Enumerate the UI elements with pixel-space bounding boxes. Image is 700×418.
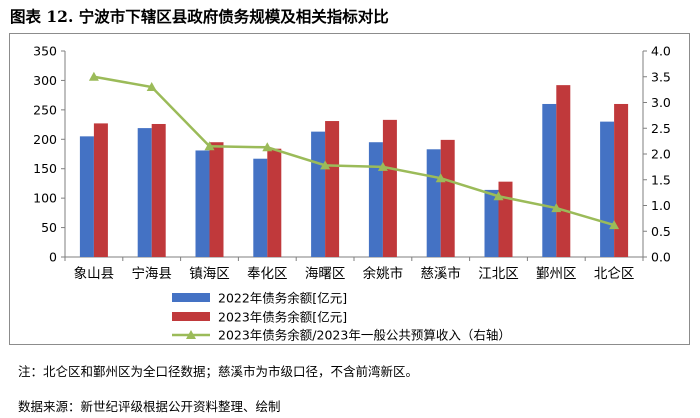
x-category-label: 北仑区 (594, 266, 635, 282)
legend-label-ratio: 2023年债务余额/2023年一般公共预算收入（右轴） (218, 328, 511, 343)
legend-label-2023: 2023年债务余额[亿元] (218, 310, 347, 325)
right-tick-label: 1.0 (651, 198, 671, 213)
bar-2022 (79, 136, 94, 257)
legend-label-2022: 2022年债务余额[亿元] (218, 291, 347, 306)
right-tick-label: 3.0 (651, 95, 671, 110)
footnote: 注：北仑区和鄞州区为全口径数据；慈溪市为市级口径，不含前湾新区。 (18, 364, 419, 379)
ratio-point-marker (493, 191, 504, 201)
left-tick-label: 350 (33, 44, 57, 59)
bar-2022 (542, 103, 557, 257)
right-tick-label: 0.5 (651, 224, 671, 239)
bar-2023 (325, 121, 340, 257)
bar-2023 (209, 142, 224, 257)
bar-2023 (556, 85, 571, 257)
right-tick-label: 2.0 (651, 147, 671, 162)
bar-2023 (93, 123, 108, 257)
x-category-label: 江北区 (478, 266, 519, 282)
ratio-point-marker (377, 161, 388, 171)
left-tick-label: 100 (33, 191, 57, 206)
ratio-point-marker (88, 71, 99, 81)
x-category-label: 余姚市 (363, 265, 404, 282)
axes-layer: 0 50 100 150 200 250 300 350 0.0 0.5 1.0 1.5 2.0 2.5 3… (33, 44, 671, 283)
line-series-layer (88, 71, 620, 230)
bar-2023 (267, 148, 282, 257)
right-tick-label: 3.5 (651, 69, 671, 84)
ratio-point-marker (551, 203, 562, 213)
ratio-line (93, 75, 615, 227)
bar-2022 (484, 189, 499, 257)
bar-2022 (600, 121, 615, 257)
bar-2022 (137, 128, 152, 257)
combo-chart: 0 50 100 150 200 250 300 350 0.0 0.5 1.0 1.5 2.0 2.5 3… (33, 44, 671, 343)
x-category-label: 慈溪市 (420, 265, 461, 282)
ratio-point-marker (609, 220, 620, 230)
x-category-label: 象山县 (74, 266, 115, 282)
bars-layer (79, 85, 629, 258)
left-tick-label: 150 (33, 161, 57, 176)
right-tick-label: 0.0 (651, 250, 671, 265)
x-category-label: 海曙区 (305, 266, 346, 282)
legend-swatch-2023 (172, 312, 210, 321)
data-source: 数据来源：新世纪评级根据公开资料整理、绘制 (18, 399, 281, 414)
x-category-label: 鄞州区 (536, 266, 577, 282)
bar-2023 (151, 123, 166, 258)
legend-line-marker (186, 330, 196, 339)
right-tick-label: 1.5 (651, 172, 671, 187)
chart-frame: 0 50 100 150 200 250 300 350 0.0 0.5 1.0 1.5 2.0 2.5 3… (9, 33, 690, 345)
bar-2023 (498, 181, 513, 257)
ratio-point-marker (435, 173, 446, 183)
bar-2022 (311, 131, 326, 257)
legend-swatch-2022 (172, 293, 210, 302)
ratio-point-marker (146, 82, 157, 92)
left-tick-label: 300 (33, 73, 57, 88)
figure-title: 图表 12. 宁波市下辖区县政府债务规模及相关指标对比 (10, 7, 389, 26)
bar-2022 (426, 149, 441, 257)
left-tick-label: 250 (33, 102, 57, 117)
bar-2022 (195, 150, 210, 257)
bar-2023 (382, 119, 397, 257)
right-tick-label: 2.5 (651, 121, 671, 136)
left-tick-label: 200 (33, 132, 57, 147)
left-tick-label: 0 (49, 250, 57, 265)
bar-2022 (368, 142, 383, 257)
x-category-label: 宁海县 (131, 265, 172, 282)
x-category-label: 镇海区 (189, 266, 230, 282)
ratio-point-marker (262, 142, 273, 152)
ratio-point-marker (320, 160, 331, 170)
legend: 2022年债务余额[亿元] 2023年债务余额[亿元] 2023年债务余额/2023… (172, 291, 511, 343)
left-tick-label: 50 (41, 220, 57, 235)
bar-2022 (253, 158, 268, 257)
bar-2023 (440, 139, 455, 257)
ratio-point-marker (204, 141, 215, 151)
x-category-label: 奉化区 (247, 266, 288, 282)
right-tick-label: 4.0 (651, 44, 671, 59)
bar-2023 (614, 103, 629, 257)
